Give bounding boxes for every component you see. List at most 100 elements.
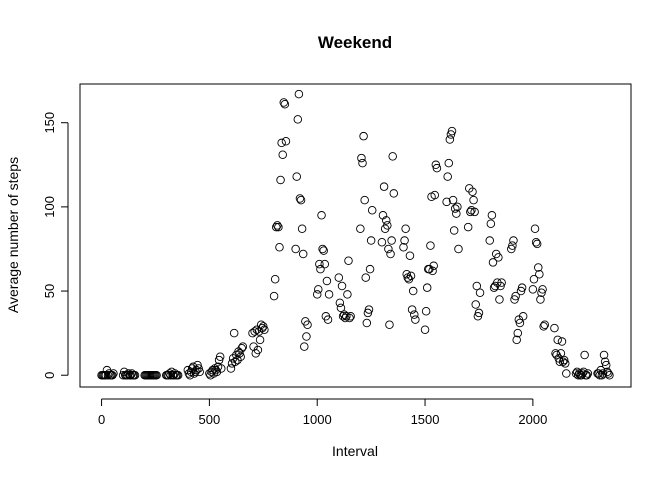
- data-point: [432, 163, 442, 173]
- data-point: [471, 300, 480, 309]
- data-point: [468, 187, 477, 196]
- data-point: [259, 322, 268, 331]
- data-point: [402, 269, 411, 279]
- data-point: [295, 194, 305, 203]
- data-point: [365, 264, 375, 274]
- data-point: [336, 303, 346, 313]
- data-point: [292, 172, 301, 181]
- data-point: [274, 222, 283, 232]
- data-point: [553, 335, 562, 345]
- data-point: [515, 318, 525, 328]
- x-tick-label: 1000: [303, 412, 332, 427]
- data-point: [359, 131, 368, 141]
- data-point: [495, 295, 504, 304]
- data-point: [463, 222, 473, 232]
- data-point: [316, 264, 325, 274]
- data-point: [273, 221, 282, 230]
- x-tick-label: 1500: [411, 412, 440, 427]
- data-point: [269, 291, 279, 301]
- data-point: [562, 369, 571, 378]
- data-point: [237, 344, 246, 353]
- data-point: [537, 288, 546, 297]
- x-axis: 0 500 1000 1500 2000: [98, 398, 547, 427]
- data-point: [388, 152, 397, 161]
- data-point: [405, 251, 415, 260]
- data-point: [236, 352, 245, 361]
- data-point: [173, 370, 183, 380]
- data-point: [445, 135, 455, 144]
- data-point: [366, 236, 376, 245]
- data-point: [444, 158, 454, 168]
- data-point: [430, 190, 440, 200]
- data-point: [334, 273, 344, 282]
- data-point: [384, 244, 393, 254]
- data-point: [530, 224, 540, 234]
- data-point: [312, 290, 322, 299]
- data-point: [510, 295, 519, 304]
- data-point: [420, 325, 430, 335]
- data-point: [343, 290, 352, 299]
- data-point: [531, 237, 541, 247]
- data-point: [226, 364, 236, 373]
- data-point: [583, 369, 593, 378]
- y-tick-label: 100: [42, 196, 57, 218]
- data-point: [297, 224, 307, 234]
- data-point: [449, 226, 459, 235]
- data-point: [511, 291, 520, 301]
- data-point: [450, 204, 460, 213]
- data-point: [323, 315, 333, 324]
- data-point: [280, 99, 290, 109]
- data-point: [361, 273, 370, 282]
- data-point: [383, 221, 392, 230]
- data-point: [337, 281, 347, 291]
- data-point: [559, 355, 569, 365]
- data-point: [431, 160, 441, 170]
- data-point: [470, 207, 479, 217]
- data-point: [314, 285, 323, 294]
- data-point: [494, 253, 503, 262]
- data-point: [560, 359, 570, 368]
- data-point: [443, 172, 452, 181]
- y-tick-label: 50: [42, 284, 57, 298]
- data-point: [508, 241, 517, 250]
- data-point: [540, 320, 549, 329]
- data-point: [558, 357, 568, 367]
- data-point: [406, 271, 416, 281]
- data-point: [281, 136, 291, 146]
- data-point: [215, 352, 225, 361]
- data-point: [536, 295, 545, 304]
- data-point: [152, 370, 161, 380]
- data-point: [400, 236, 409, 245]
- data-points: [97, 89, 614, 380]
- data-point: [296, 195, 306, 205]
- x-tick-label: 0: [98, 412, 105, 427]
- data-point: [379, 182, 389, 191]
- data-point: [466, 207, 475, 217]
- data-point: [108, 370, 117, 380]
- data-point: [410, 310, 419, 319]
- data-point: [486, 219, 496, 228]
- data-point: [345, 313, 354, 323]
- data-point: [335, 298, 345, 308]
- x-axis-label: Interval: [332, 443, 378, 459]
- y-axis: 0 50 100 150: [42, 112, 69, 379]
- data-point: [341, 313, 350, 323]
- data-point: [422, 283, 432, 292]
- data-point: [472, 281, 482, 291]
- data-point: [496, 281, 505, 291]
- data-point: [260, 325, 269, 335]
- data-point: [126, 370, 135, 380]
- data-point: [538, 285, 547, 294]
- data-point: [317, 211, 326, 220]
- data-point: [298, 249, 308, 259]
- data-point: [517, 283, 527, 292]
- data-point: [580, 350, 589, 360]
- data-point: [469, 195, 478, 205]
- data-point: [279, 98, 289, 107]
- data-point: [169, 370, 179, 380]
- data-point: [509, 236, 518, 245]
- data-point: [103, 370, 113, 380]
- data-point: [488, 258, 498, 267]
- data-point: [528, 285, 538, 294]
